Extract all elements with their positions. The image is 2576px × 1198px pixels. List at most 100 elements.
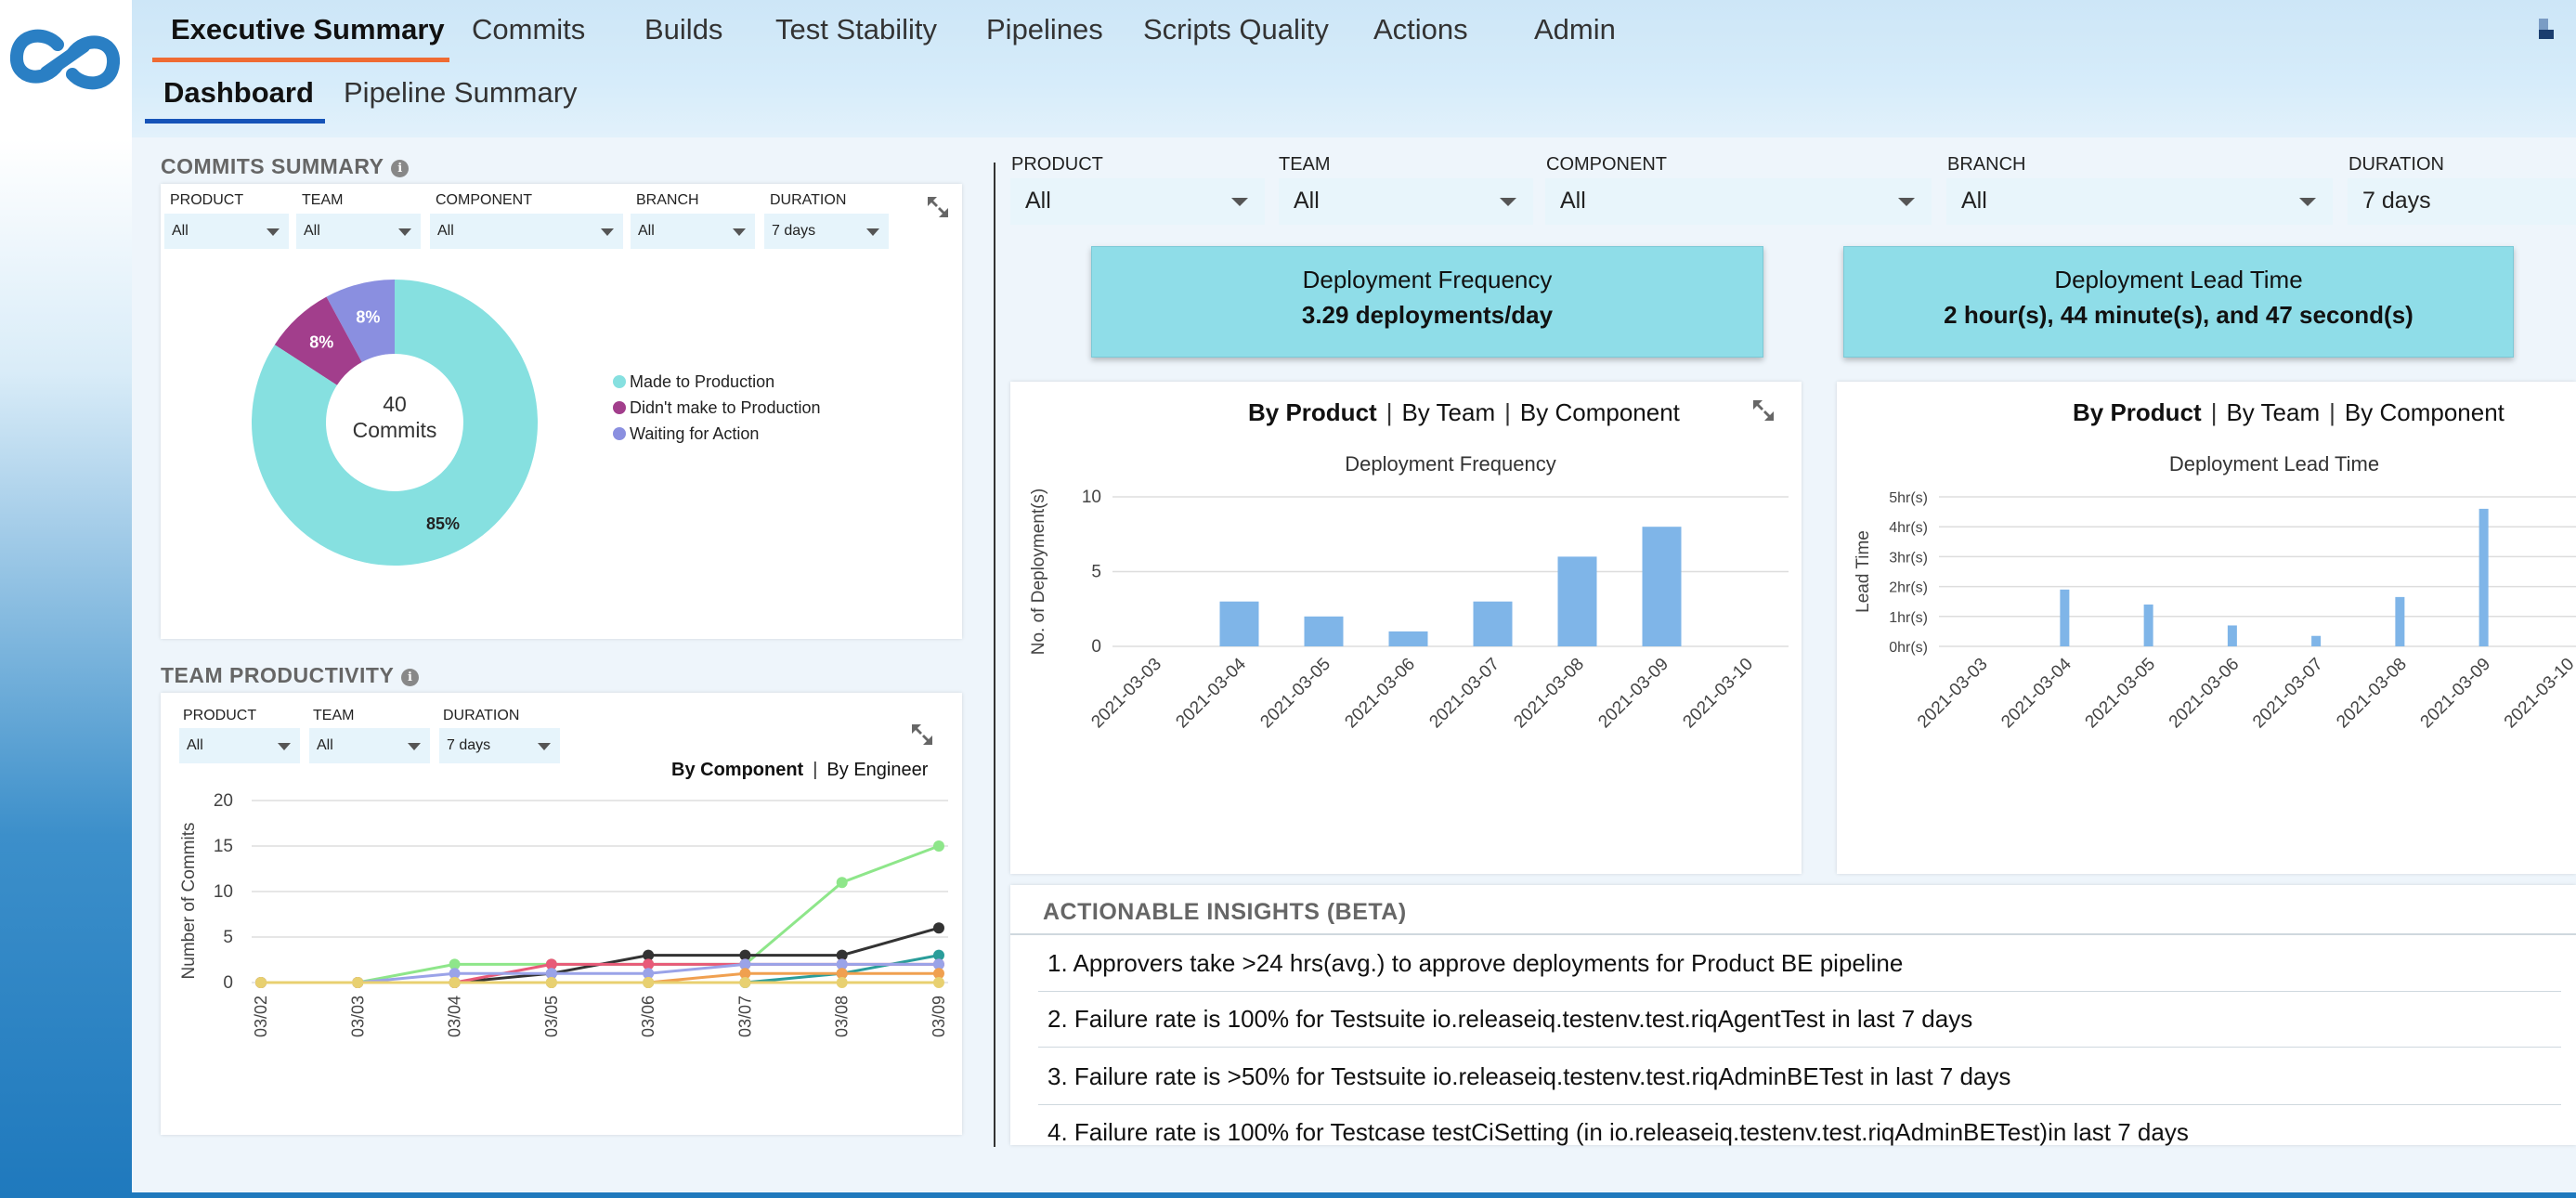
active-subtab-indicator	[145, 119, 325, 124]
x-tick-label: 03/09	[930, 996, 948, 1037]
expand-icon[interactable]	[924, 193, 952, 221]
insight-item[interactable]: 1. Approvers take >24 hrs(avg.) to appro…	[1038, 936, 2561, 992]
toggle-by-component[interactable]: By Component	[1519, 398, 1680, 426]
bar	[1642, 527, 1682, 646]
deployment-lead-time-bar-chart: Deployment Lead Time 0hr(s) 1hr(s) 2hr(s) 3h…	[1854, 452, 2576, 733]
toggle-separator: |	[2210, 398, 2218, 426]
tab-scripts-quality[interactable]: Scripts Quality	[1143, 13, 1329, 46]
deployment-frequency-bar-chart: Deployment Frequency 0 5 10 No. of Deploymen…	[1029, 452, 1789, 733]
series-point	[933, 977, 944, 988]
metric-title: Deployment Frequency	[1302, 266, 1553, 293]
lead-time-view-toggle: By Product | By Team | By Component	[2073, 398, 2504, 427]
donut-center-label: Commits	[353, 418, 437, 442]
chevron-down-icon	[2299, 198, 2316, 206]
bar	[2395, 596, 2405, 646]
subtab-dashboard[interactable]: Dashboard	[163, 76, 314, 109]
pipeline-duration-select[interactable]: 7 days	[2348, 178, 2576, 225]
x-tick-label: 2021-03-08	[2333, 655, 2411, 733]
series-line	[261, 962, 939, 984]
bar	[1557, 556, 1597, 646]
insight-item[interactable]: 4. Failure rate is 100% for Testcase tes…	[1047, 1118, 2189, 1146]
tab-builds[interactable]: Builds	[644, 13, 723, 46]
series-point	[255, 977, 267, 988]
series-point	[449, 958, 461, 970]
chevron-down-icon	[866, 228, 879, 236]
filter-label-product: PRODUCT	[170, 192, 244, 208]
donut-slice	[274, 296, 362, 385]
toggle-by-component[interactable]: By Component	[2344, 398, 2504, 426]
expand-icon[interactable]	[1750, 397, 1777, 424]
y-axis-label: Lead Time	[1854, 530, 1873, 613]
chevron-down-icon	[408, 743, 421, 750]
tab-admin[interactable]: Admin	[1534, 13, 1616, 46]
series-point	[836, 949, 848, 961]
team-productivity-title: TEAM PRODUCTIVITY i	[161, 663, 420, 688]
team-select[interactable]: All	[296, 214, 421, 249]
series-point	[836, 958, 848, 970]
toggle-by-product[interactable]: By Product	[1248, 398, 1377, 426]
toggle-separator: |	[813, 760, 818, 780]
x-tick-label: 2021-03-04	[1172, 654, 1250, 732]
donut-center-count: 40	[383, 392, 407, 416]
bar	[2311, 635, 2322, 646]
actionable-insights-card	[1010, 885, 2576, 1145]
x-tick-label: 2021-03-06	[1341, 655, 1419, 733]
info-icon[interactable]: i	[391, 160, 410, 177]
pipeline-team-select[interactable]: All	[1279, 178, 1533, 225]
pipeline-component-select[interactable]: All	[1545, 178, 1932, 225]
insight-item[interactable]: 2. Failure rate is 100% for Testsuite io…	[1038, 992, 2561, 1048]
branch-select[interactable]: All	[631, 214, 755, 249]
metric-value: 3.29 deployments/day	[1301, 301, 1554, 329]
x-tick-label: 2021-03-08	[1510, 655, 1588, 733]
toggle-by-product[interactable]: By Product	[2073, 398, 2202, 426]
y-tick-label: 4hr(s)	[1889, 520, 1928, 536]
component-select[interactable]: All	[430, 214, 623, 249]
tab-actions[interactable]: Actions	[1373, 13, 1468, 46]
app-logo[interactable]	[0, 13, 130, 106]
insights-header-divider	[1010, 933, 2576, 935]
pipeline-product-select[interactable]: All	[1010, 178, 1265, 225]
x-tick-label: 2021-03-06	[2166, 655, 2244, 733]
y-tick-label: 5	[1091, 563, 1101, 582]
series-point	[352, 977, 364, 988]
expand-icon[interactable]	[908, 721, 936, 749]
toggle-by-team[interactable]: By Team	[2226, 398, 2321, 426]
tab-pipelines[interactable]: Pipelines	[986, 13, 1103, 46]
x-tick-label: 03/03	[348, 996, 367, 1037]
product-select[interactable]: All	[164, 214, 289, 249]
chevron-down-icon	[1500, 198, 1516, 206]
insight-item[interactable]: 3. Failure rate is >50% for Testsuite io…	[1038, 1049, 2561, 1105]
x-tick-label: 2021-03-07	[2249, 655, 2327, 733]
toggle-separator: |	[1504, 398, 1511, 426]
x-tick-label: 2021-03-10	[2501, 655, 2576, 733]
bar	[2227, 625, 2237, 646]
legend-label: Waiting for Action	[630, 424, 759, 443]
toggle-by-engineer[interactable]: By Engineer	[826, 760, 929, 780]
product-select[interactable]: All	[179, 728, 300, 763]
series-point	[545, 968, 557, 980]
y-tick-label: 1hr(s)	[1889, 610, 1928, 626]
toggle-by-team[interactable]: By Team	[1401, 398, 1496, 426]
x-tick-label: 03/08	[833, 996, 852, 1037]
duration-select[interactable]: 7 days	[439, 728, 560, 763]
pipeline-branch-select[interactable]: All	[1946, 178, 2333, 225]
chevron-down-icon	[267, 228, 280, 236]
duration-select[interactable]: 7 days	[764, 214, 889, 249]
donut-slice-label: 8%	[356, 307, 380, 326]
series-point	[643, 977, 655, 988]
user-icon[interactable]	[2537, 17, 2556, 41]
y-tick-label: 3hr(s)	[1889, 550, 1928, 566]
subtab-pipeline-summary[interactable]: Pipeline Summary	[344, 76, 578, 109]
team-select[interactable]: All	[309, 728, 430, 763]
series-point	[739, 968, 751, 980]
donut-slice-label: 85%	[426, 514, 460, 533]
series-point	[739, 977, 751, 988]
tab-test-stability[interactable]: Test Stability	[775, 13, 938, 46]
bar	[1219, 601, 1259, 646]
info-icon[interactable]: i	[401, 669, 420, 686]
toggle-by-component[interactable]: By Component	[671, 760, 804, 780]
tab-executive-summary[interactable]: Executive Summary	[171, 13, 445, 46]
legend-label: Made to Production	[630, 372, 774, 391]
chevron-down-icon	[278, 743, 291, 750]
tab-commits[interactable]: Commits	[472, 13, 586, 46]
